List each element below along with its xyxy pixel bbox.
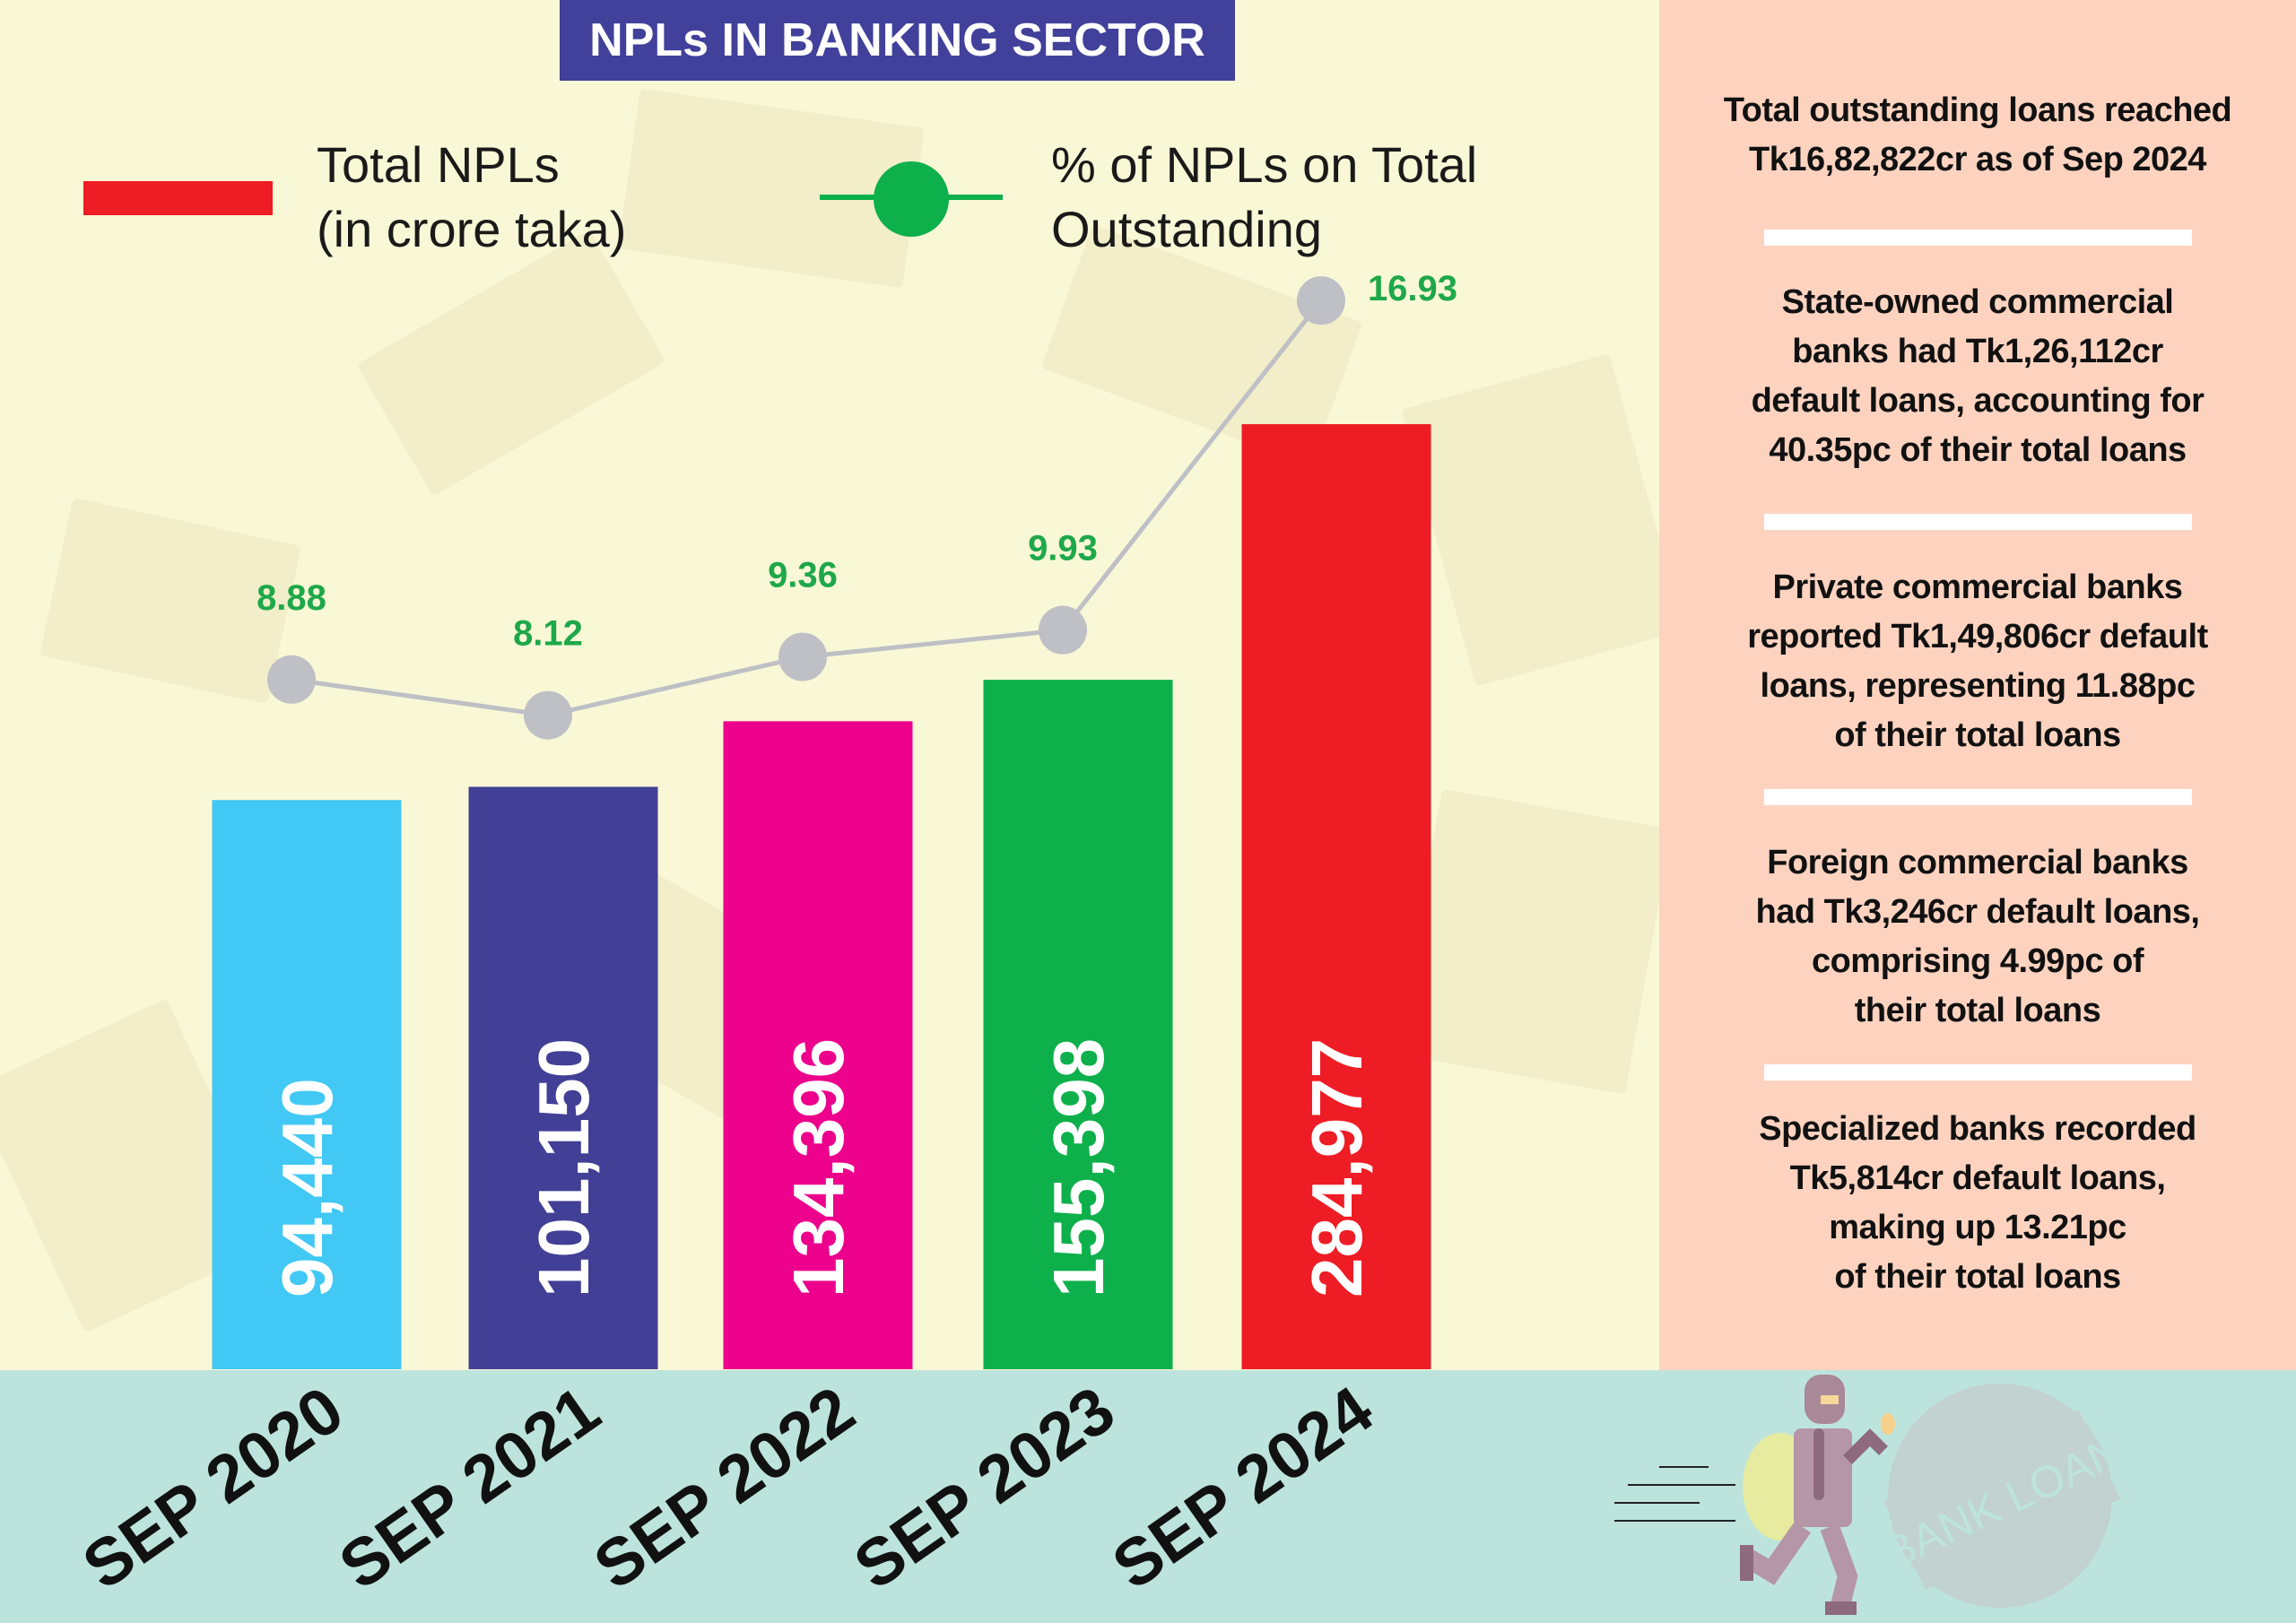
note-line: banks had Tk1,26,112cr bbox=[1792, 333, 2163, 370]
notes-panel: Total outstanding loans reached Tk16,82,8… bbox=[1659, 0, 2296, 1370]
runner-icon bbox=[1740, 1375, 1895, 1615]
note-paragraph: Foreign commercial banks had Tk3,246cr de… bbox=[1659, 838, 2296, 1036]
npl-percent-label: 9.36 bbox=[768, 556, 838, 595]
npl-percent-label: 8.12 bbox=[513, 614, 583, 654]
stamp-icon: BANK LOAN bbox=[1876, 1384, 2130, 1608]
npl-percent-point bbox=[778, 632, 827, 681]
legend-bars-label: Total NPLs (in crore taka) bbox=[317, 133, 626, 262]
bar-sep-2023 bbox=[983, 680, 1173, 1369]
npl-percent-label: 16.93 bbox=[1368, 269, 1457, 308]
illustration: BANK LOAN bbox=[1614, 1375, 2130, 1615]
note-line: their total loans bbox=[1854, 992, 2101, 1029]
note-paragraph: Specialized banks recorded Tk5,814cr defa… bbox=[1659, 1105, 2296, 1302]
note-line: loans, representing 11.88pc bbox=[1760, 667, 2196, 705]
npl-percent-point bbox=[524, 690, 572, 740]
npl-percent-point bbox=[267, 655, 316, 704]
x-axis-label: SEP 2023 bbox=[841, 1372, 1128, 1603]
x-axis-label: SEP 2024 bbox=[1100, 1372, 1387, 1603]
bar-value-label: 155,398 bbox=[1039, 1038, 1118, 1298]
bar-sep-2021 bbox=[468, 786, 658, 1369]
bar-sep-2024 bbox=[1241, 424, 1431, 1370]
bar-sep-2020 bbox=[212, 800, 402, 1369]
legend-line-line1: % of NPLs on Total bbox=[1051, 136, 1478, 193]
npl-percent-label: 9.93 bbox=[1028, 529, 1098, 568]
divider bbox=[1764, 230, 2192, 246]
note-paragraph: State-owned commercial banks had Tk1,26,1… bbox=[1659, 278, 2296, 475]
note-line: comprising 4.99pc of bbox=[1811, 942, 2144, 980]
bar-value-label: 101,150 bbox=[524, 1038, 604, 1298]
bar-value-label: 284,977 bbox=[1297, 1038, 1377, 1298]
npl-percent-point bbox=[1297, 276, 1345, 325]
npl-percent-label: 8.88 bbox=[257, 578, 326, 618]
note-line: State-owned commercial bbox=[1781, 283, 2174, 321]
chart-title: NPLs IN BANKING SECTOR bbox=[560, 0, 1235, 81]
legend-bars-line2: (in crore taka) bbox=[317, 201, 627, 257]
note-line: making up 13.21pc bbox=[1829, 1209, 2126, 1246]
x-axis-label: SEP 2020 bbox=[70, 1372, 357, 1603]
npl-chart: 94,440 SEP 2020 101,150 SEP 2021 134,396 SEP … bbox=[70, 269, 1457, 1603]
legend-line-swatch bbox=[820, 161, 1003, 237]
legend-bars-line1: Total NPLs bbox=[317, 136, 560, 193]
note-line: Total outstanding loans reached bbox=[1723, 91, 2232, 129]
note-line: of their total loans bbox=[1834, 716, 2121, 754]
bar-value-label: 134,396 bbox=[778, 1038, 858, 1298]
note-line: Tk5,814cr default loans, bbox=[1789, 1159, 2166, 1197]
legend-line-line2: Outstanding bbox=[1051, 201, 1322, 257]
note-line: Foreign commercial banks bbox=[1767, 844, 2188, 881]
bar-value-label: 94,440 bbox=[267, 1078, 347, 1298]
note-paragraph: Total outstanding loans reached Tk16,82,8… bbox=[1659, 86, 2296, 185]
legend-line-label: % of NPLs on Total Outstanding bbox=[1051, 133, 1477, 262]
divider bbox=[1764, 789, 2192, 805]
bar-sep-2022 bbox=[723, 721, 913, 1369]
legend-bar-swatch bbox=[83, 181, 273, 215]
footer-band: BANK LOAN bbox=[0, 1370, 2296, 1623]
x-axis-label: SEP 2021 bbox=[326, 1372, 613, 1603]
note-line: had Tk3,246cr default loans, bbox=[1755, 893, 2200, 931]
npl-percent-point bbox=[1039, 605, 1087, 655]
note-line: reported Tk1,49,806cr default bbox=[1747, 618, 2208, 655]
speed-lines-icon bbox=[1614, 1466, 1735, 1522]
divider bbox=[1764, 514, 2192, 530]
note-line: 40.35pc of their total loans bbox=[1769, 431, 2187, 469]
note-line: of their total loans bbox=[1834, 1258, 2121, 1296]
x-axis-label: SEP 2022 bbox=[581, 1372, 868, 1603]
note-line: Private commercial banks bbox=[1772, 568, 2183, 606]
note-line: Tk16,82,822cr as of Sep 2024 bbox=[1749, 141, 2206, 178]
note-paragraph: Private commercial banks reported Tk1,49,… bbox=[1659, 563, 2296, 760]
note-line: Specialized banks recorded bbox=[1759, 1110, 2196, 1148]
divider bbox=[1764, 1064, 2192, 1081]
note-line: default loans, accounting for bbox=[1751, 382, 2205, 420]
